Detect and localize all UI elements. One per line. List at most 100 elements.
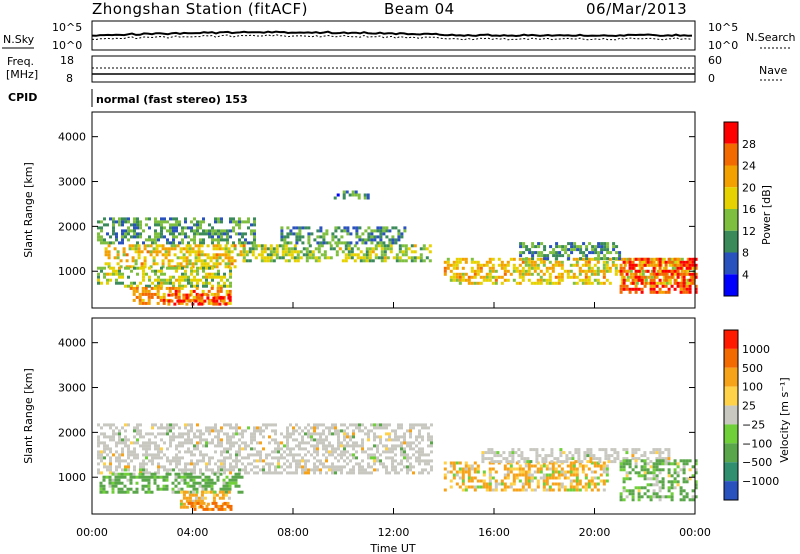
- velocity-cell: [461, 488, 465, 492]
- power-cell: [178, 275, 181, 279]
- velocity-cell: [373, 432, 376, 436]
- power-cell: [362, 259, 366, 263]
- velocity-cell: [202, 438, 205, 442]
- velocity-cell: [106, 435, 109, 439]
- velocity-cell: [208, 432, 211, 436]
- power-cell: [537, 251, 541, 255]
- power-cell: [667, 260, 671, 264]
- velocity-colorbar-swatch: [724, 386, 738, 406]
- power-cell: [370, 238, 374, 242]
- velocity-cell: [476, 470, 480, 474]
- velocity-cell: [631, 454, 635, 458]
- power-cell: [160, 232, 163, 236]
- velocity-cell: [406, 471, 409, 475]
- power-cell: [189, 289, 193, 293]
- velocity-cell: [575, 488, 579, 492]
- power-ylabel: Slant Range [km]: [22, 162, 35, 258]
- velocity-cell: [527, 482, 531, 486]
- power-cell: [202, 232, 205, 236]
- power-cell: [611, 263, 615, 267]
- velocity-cell: [679, 492, 683, 496]
- velocity-cell: [581, 485, 585, 489]
- velocity-cell: [560, 485, 564, 489]
- velocity-cell: [100, 450, 103, 454]
- velocity-cell: [310, 426, 313, 430]
- velocity-cell: [682, 498, 686, 502]
- velocity-cell: [643, 474, 647, 478]
- power-cell: [228, 301, 232, 305]
- power-cell: [638, 260, 642, 264]
- velocity-cell: [569, 470, 573, 474]
- power-cell: [263, 247, 267, 251]
- power-cell: [518, 281, 522, 285]
- power-colorbar-tick: 12: [742, 225, 756, 238]
- velocity-cell: [184, 462, 187, 466]
- power-cell: [655, 257, 659, 261]
- power-cell: [197, 250, 201, 254]
- velocity-cell: [599, 479, 603, 483]
- power-cell: [582, 242, 586, 246]
- velocity-cell: [313, 465, 316, 469]
- power-cell: [100, 269, 103, 273]
- power-cell: [606, 242, 610, 246]
- power-cell: [343, 226, 347, 230]
- velocity-cell: [229, 441, 232, 445]
- velocity-cell: [178, 456, 181, 460]
- velocity-cell: [144, 490, 148, 494]
- power-cell: [671, 266, 675, 270]
- velocity-cell: [277, 444, 280, 448]
- velocity-cell: [340, 453, 343, 457]
- velocity-cell: [211, 456, 214, 460]
- velocity-cell: [575, 485, 579, 489]
- power-cell: [128, 265, 132, 269]
- velocity-cell: [127, 450, 130, 454]
- velocity-cell: [127, 468, 130, 472]
- velocity-cell: [172, 423, 175, 427]
- power-cell: [557, 272, 561, 276]
- power-cell: [128, 244, 132, 248]
- velocity-cell: [367, 447, 370, 451]
- velocity-cell: [346, 456, 349, 460]
- power-cell: [366, 196, 370, 200]
- velocity-cell: [596, 482, 600, 486]
- power-cell: [500, 281, 504, 285]
- power-cell: [223, 275, 226, 279]
- velocity-cell: [316, 465, 319, 469]
- power-cell: [685, 284, 689, 288]
- power-cell: [566, 269, 570, 273]
- velocity-cell: [385, 471, 388, 475]
- power-cell: [163, 226, 166, 230]
- velocity-cell: [599, 464, 603, 468]
- power-cell: [118, 241, 121, 245]
- velocity-cell: [184, 438, 187, 442]
- power-cell: [133, 223, 136, 227]
- velocity-cell: [400, 444, 403, 448]
- power-cell: [122, 253, 126, 257]
- velocity-cell: [584, 482, 588, 486]
- velocity-cell: [316, 444, 319, 448]
- power-cell: [622, 266, 626, 270]
- power-cell: [358, 235, 362, 239]
- velocity-cell: [688, 477, 692, 481]
- power-cell: [519, 251, 523, 255]
- velocity-cell: [691, 465, 695, 469]
- velocity-cell: [409, 432, 412, 436]
- velocity-cell: [458, 461, 462, 465]
- power-cell: [368, 250, 372, 254]
- velocity-cell: [142, 441, 145, 445]
- power-cell: [591, 251, 595, 255]
- power-cell: [680, 257, 684, 261]
- power-cell: [395, 256, 399, 260]
- velocity-cell: [361, 444, 364, 448]
- power-cell: [606, 251, 610, 255]
- power-cell: [619, 263, 623, 267]
- velocity-cell: [127, 438, 130, 442]
- power-cell: [154, 269, 157, 273]
- velocity-cell: [337, 453, 340, 457]
- velocity-cell: [207, 478, 211, 482]
- velocity-cell: [610, 454, 614, 458]
- velocity-colorbar-tick: −100: [742, 437, 772, 450]
- power-cell: [363, 193, 367, 197]
- velocity-cell: [235, 429, 238, 433]
- velocity-cell: [271, 429, 274, 433]
